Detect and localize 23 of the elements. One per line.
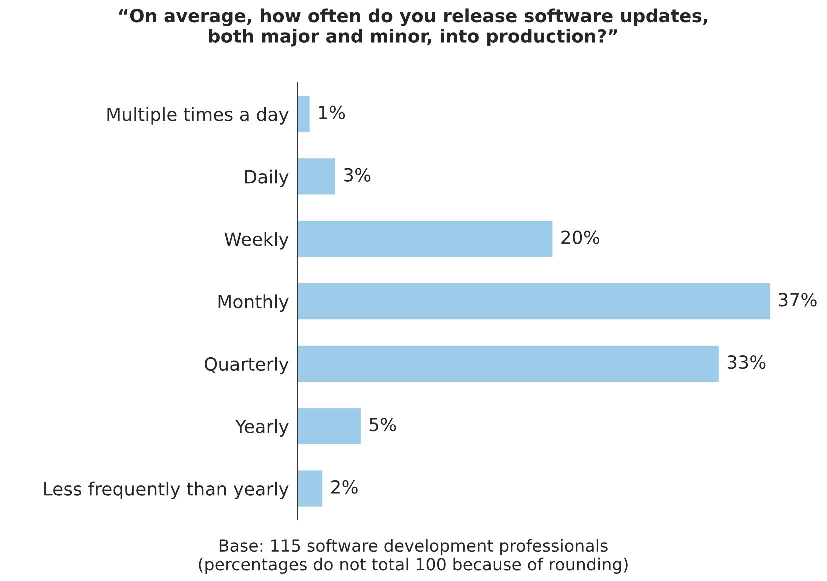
bar <box>298 94 312 134</box>
bar <box>298 157 337 196</box>
y-tick-label: Yearly <box>235 420 289 437</box>
data-label: 3% <box>344 168 371 182</box>
y-tick-label: Multiple times a day <box>108 107 289 125</box>
y-tick-label: Daily <box>245 170 289 188</box>
data-label: 2% <box>332 480 358 494</box>
data-label: 33% <box>728 356 766 370</box>
data-label: 20% <box>562 230 600 244</box>
y-tick-label: Quarterly <box>204 357 289 375</box>
chart-title: “On average, how often do you release software updates, both major and minor, into production?” <box>119 8 708 47</box>
bar <box>298 282 771 321</box>
y-tick-label: Monthly <box>218 294 289 312</box>
y-tick-label: Weekly <box>224 232 289 250</box>
data-label: 5% <box>370 418 396 432</box>
data-label: 1% <box>319 106 346 120</box>
bar <box>298 469 324 508</box>
bar <box>298 406 362 446</box>
text: Base: 115 software development professionals (percentages do not total 100 because of rounding) <box>199 539 628 574</box>
bar <box>298 220 554 259</box>
y-tick-label: Less frequently than yearly <box>44 482 289 500</box>
data-label: 37% <box>779 293 817 307</box>
bar <box>298 344 720 384</box>
